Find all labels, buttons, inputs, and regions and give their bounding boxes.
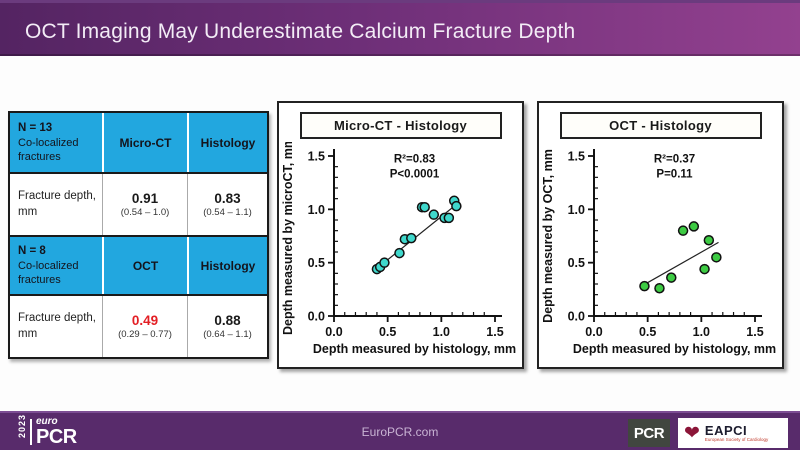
europcr-2023-logo: 2023 euro PCR	[16, 413, 77, 448]
stats-annotation: P=0.11	[656, 168, 693, 180]
eapci-name: EAPCI	[704, 422, 748, 438]
scatter-point	[677, 225, 689, 236]
stats-annotation: R²=0.83	[394, 153, 435, 165]
heart-icon: ❤	[684, 422, 700, 444]
x-tick-label: 0.5	[639, 325, 656, 339]
y-tick-label: 1.0	[308, 203, 325, 217]
stats-annotation: P<0.0001	[390, 168, 440, 180]
scatter-point	[406, 232, 417, 244]
row-label-fracture-depth-2: Fracture depth, mm	[18, 311, 96, 340]
x-tick-label: 0.5	[379, 325, 396, 339]
scatter-chart-oct: 0.0 0.5 1.0 1.5 0.0 0.5 1.0 1.5 Depth measured b…	[539, 142, 785, 368]
scatter-point	[703, 235, 715, 246]
chart-panel-microct-histology: Micro-CT - Histology 0.0 0.5 1.0 1.5 0.0 0.5 1…	[277, 101, 524, 369]
y-tick-label: 0.5	[308, 256, 325, 270]
slide-footer: 2023 euro PCR EuroPCR.com PCR ❤ EAPCI Eu…	[0, 411, 800, 450]
regression-line	[643, 241, 719, 286]
chart-title-oct: OCT - Histology	[559, 112, 762, 139]
scatter-point	[428, 209, 440, 220]
col-header-microct: Micro-CT	[102, 113, 187, 172]
stats-annotation: R²=0.37	[654, 153, 695, 165]
y-tick-label: 1.5	[308, 150, 325, 164]
col-header-histology-2: Histology	[187, 237, 267, 294]
table-row-oct-depth: Fracture depth, mm 0.49 (0.29 – 0.77) 0.…	[10, 294, 267, 357]
scatter-plot: 0.0 0.5 1.0 1.5 0.0 0.5 1.0 1.5 Depth measured b…	[281, 137, 516, 356]
scatter-point	[654, 283, 665, 294]
scatter-point	[711, 252, 722, 263]
chart-title-microct: Micro-CT - Histology	[299, 112, 502, 139]
pcr-logo: PCR	[628, 419, 670, 447]
row-label-fracture-depth-1: Fracture depth, mm	[18, 189, 96, 218]
table-header-n8: N = 8 Co-localized fractures	[18, 244, 79, 286]
scatter-point	[688, 221, 700, 232]
x-tick-label: 0.0	[325, 325, 342, 339]
logo-pcr: PCR	[36, 426, 77, 448]
y-tick-label: 1.0	[568, 203, 585, 217]
table-header-row-microct: N = 13 Co-localized fractures Micro-CT H…	[10, 113, 267, 172]
scatter-point	[666, 272, 677, 283]
slide-title: OCT Imaging May Underestimate Calcium Fr…	[25, 19, 576, 43]
scatter-point	[639, 280, 650, 292]
table-row-microct-depth: Fracture depth, mm 0.91 (0.54 – 1.0) 0.8…	[10, 172, 267, 235]
scatter-point	[699, 263, 710, 275]
scatter-point	[379, 257, 390, 268]
scatter-point	[419, 201, 430, 213]
y-tick-label: 1.5	[568, 150, 585, 164]
chart-panel-oct-histology: OCT - Histology 0.0 0.5 1.0 1.5 0.0 0.5 1.0 1.5…	[537, 101, 784, 369]
eapci-logo: ❤ EAPCI European Society of Cardiology	[678, 418, 788, 448]
slide-header: OCT Imaging May Underestimate Calcium Fr…	[0, 0, 800, 56]
table-header-row-oct: N = 8 Co-localized fractures OCT Histolo…	[10, 235, 267, 294]
logo-divider	[30, 419, 32, 445]
scatter-chart-microct: 0.0 0.5 1.0 1.5 0.0 0.5 1.0 1.5 Depth measured b…	[279, 137, 525, 368]
scatter-point	[443, 212, 455, 224]
x-tick-label: 0.0	[585, 325, 602, 339]
fracture-stats-table: N = 13 Co-localized fractures Micro-CT H…	[8, 111, 269, 359]
logo-euro: euro	[36, 416, 58, 427]
x-tick-label: 1.0	[433, 325, 450, 339]
y-tick-label: 0.5	[568, 256, 585, 270]
x-tick-label: 1.5	[746, 325, 763, 339]
histology-depth-value-2: 0.88 (0.64 – 1.1)	[187, 296, 267, 357]
x-tick-label: 1.5	[486, 325, 503, 339]
footer-badges: PCR ❤ EAPCI European Society of Cardiolo…	[628, 418, 788, 448]
scatter-point	[451, 200, 462, 212]
scatter-point	[394, 247, 405, 259]
col-header-histology-1: Histology	[187, 113, 267, 172]
y-tick-label: 0.0	[308, 310, 325, 324]
y-axis-title: Depth measured by microCT, mm	[281, 142, 295, 335]
histology-depth-value-1: 0.83 (0.54 – 1.1)	[187, 174, 267, 235]
scatter-plot: 0.0 0.5 1.0 1.5 0.0 0.5 1.0 1.5 Depth measured b…	[541, 149, 776, 356]
logo-year: 2023	[17, 413, 27, 438]
x-tick-label: 1.0	[693, 325, 710, 339]
x-axis-title: Depth measured by histology, mm	[313, 342, 516, 356]
y-tick-label: 0.0	[568, 310, 585, 324]
eapci-tagline: European Society of Cardiology	[704, 437, 769, 442]
x-axis-title: Depth measured by histology, mm	[573, 342, 776, 356]
microct-depth-value: 0.91 (0.54 – 1.0)	[102, 174, 187, 235]
y-axis-title: Depth measured by OCT, mm	[541, 149, 555, 323]
col-header-oct: OCT	[102, 237, 187, 294]
oct-depth-value: 0.49 (0.29 – 0.77)	[102, 296, 187, 357]
footer-website: EuroPCR.com	[361, 424, 439, 439]
table-header-n13: N = 13 Co-localized fractures	[18, 121, 79, 163]
